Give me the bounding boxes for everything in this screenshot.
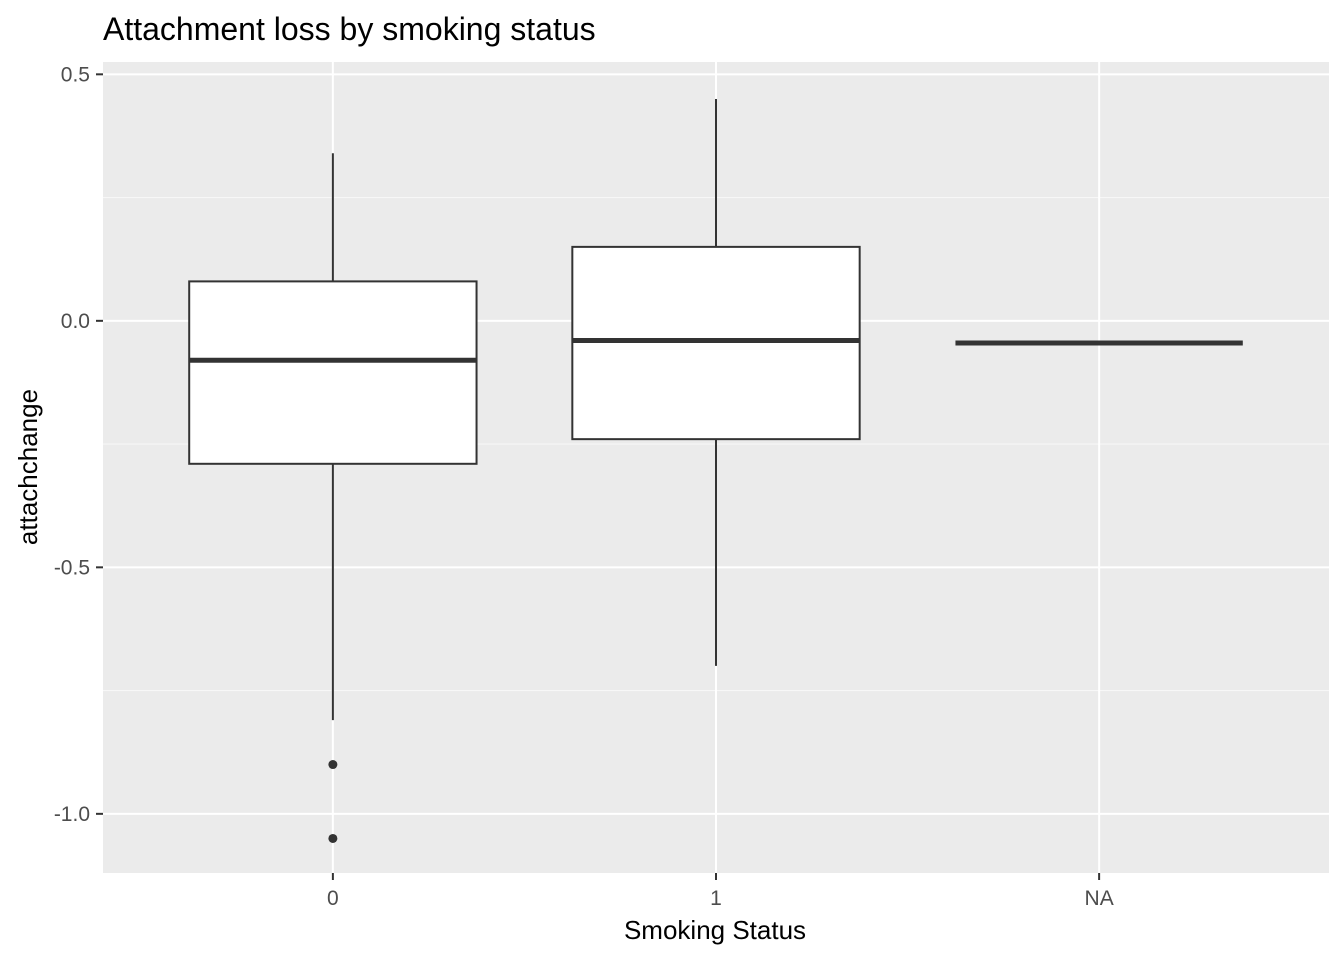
x-tick-label: 1 xyxy=(710,887,722,910)
y-axis: 0.5 0.0 -0.5 -1.0 xyxy=(54,63,103,826)
box-group-1 xyxy=(571,98,861,666)
y-tick-label: -0.5 xyxy=(54,556,90,579)
box-iqr xyxy=(188,280,478,465)
y-tick-label: -1.0 xyxy=(54,803,90,826)
x-tick-label: 0 xyxy=(327,887,339,910)
y-axis-title: attachchange xyxy=(13,389,43,545)
x-axis: 0 1 NA xyxy=(327,873,1114,910)
boxes-layer xyxy=(188,98,1243,843)
outlier-point xyxy=(328,833,338,843)
x-tick-label: NA xyxy=(1085,887,1114,910)
x-axis-title: Smoking Status xyxy=(624,915,806,945)
y-tick-label: 0.0 xyxy=(61,310,90,333)
outlier-point xyxy=(328,760,338,770)
y-tick-label: 0.5 xyxy=(61,63,90,86)
chart-title: Attachment loss by smoking status xyxy=(103,11,596,47)
box-group-0 xyxy=(188,153,478,843)
